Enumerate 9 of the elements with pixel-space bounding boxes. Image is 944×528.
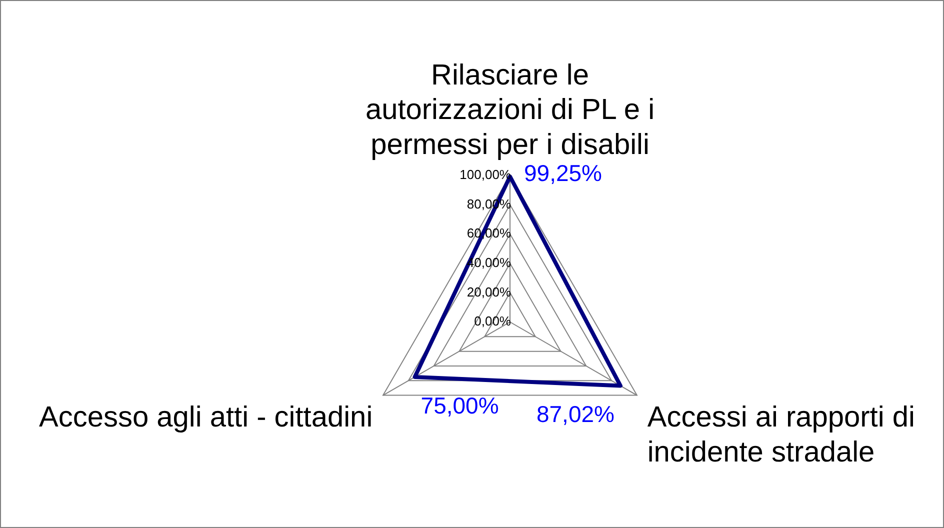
spoke-label: Accessi ai rapporti di incidente stradale <box>647 402 915 468</box>
y-tick-label: 100,00% <box>460 166 512 182</box>
data-label: 87,02% <box>536 401 614 428</box>
spoke-label: Rilasciare le autorizzazioni di PL e i permessi per i disabili <box>365 59 655 161</box>
data-label: 75,00% <box>420 392 499 418</box>
data-label: 99,25% <box>524 160 602 186</box>
y-tick-label: 0,00% <box>474 314 512 329</box>
y-tick-label: 20,00% <box>466 284 512 300</box>
spoke-label: Accesso agli atti - cittadini <box>38 402 373 434</box>
